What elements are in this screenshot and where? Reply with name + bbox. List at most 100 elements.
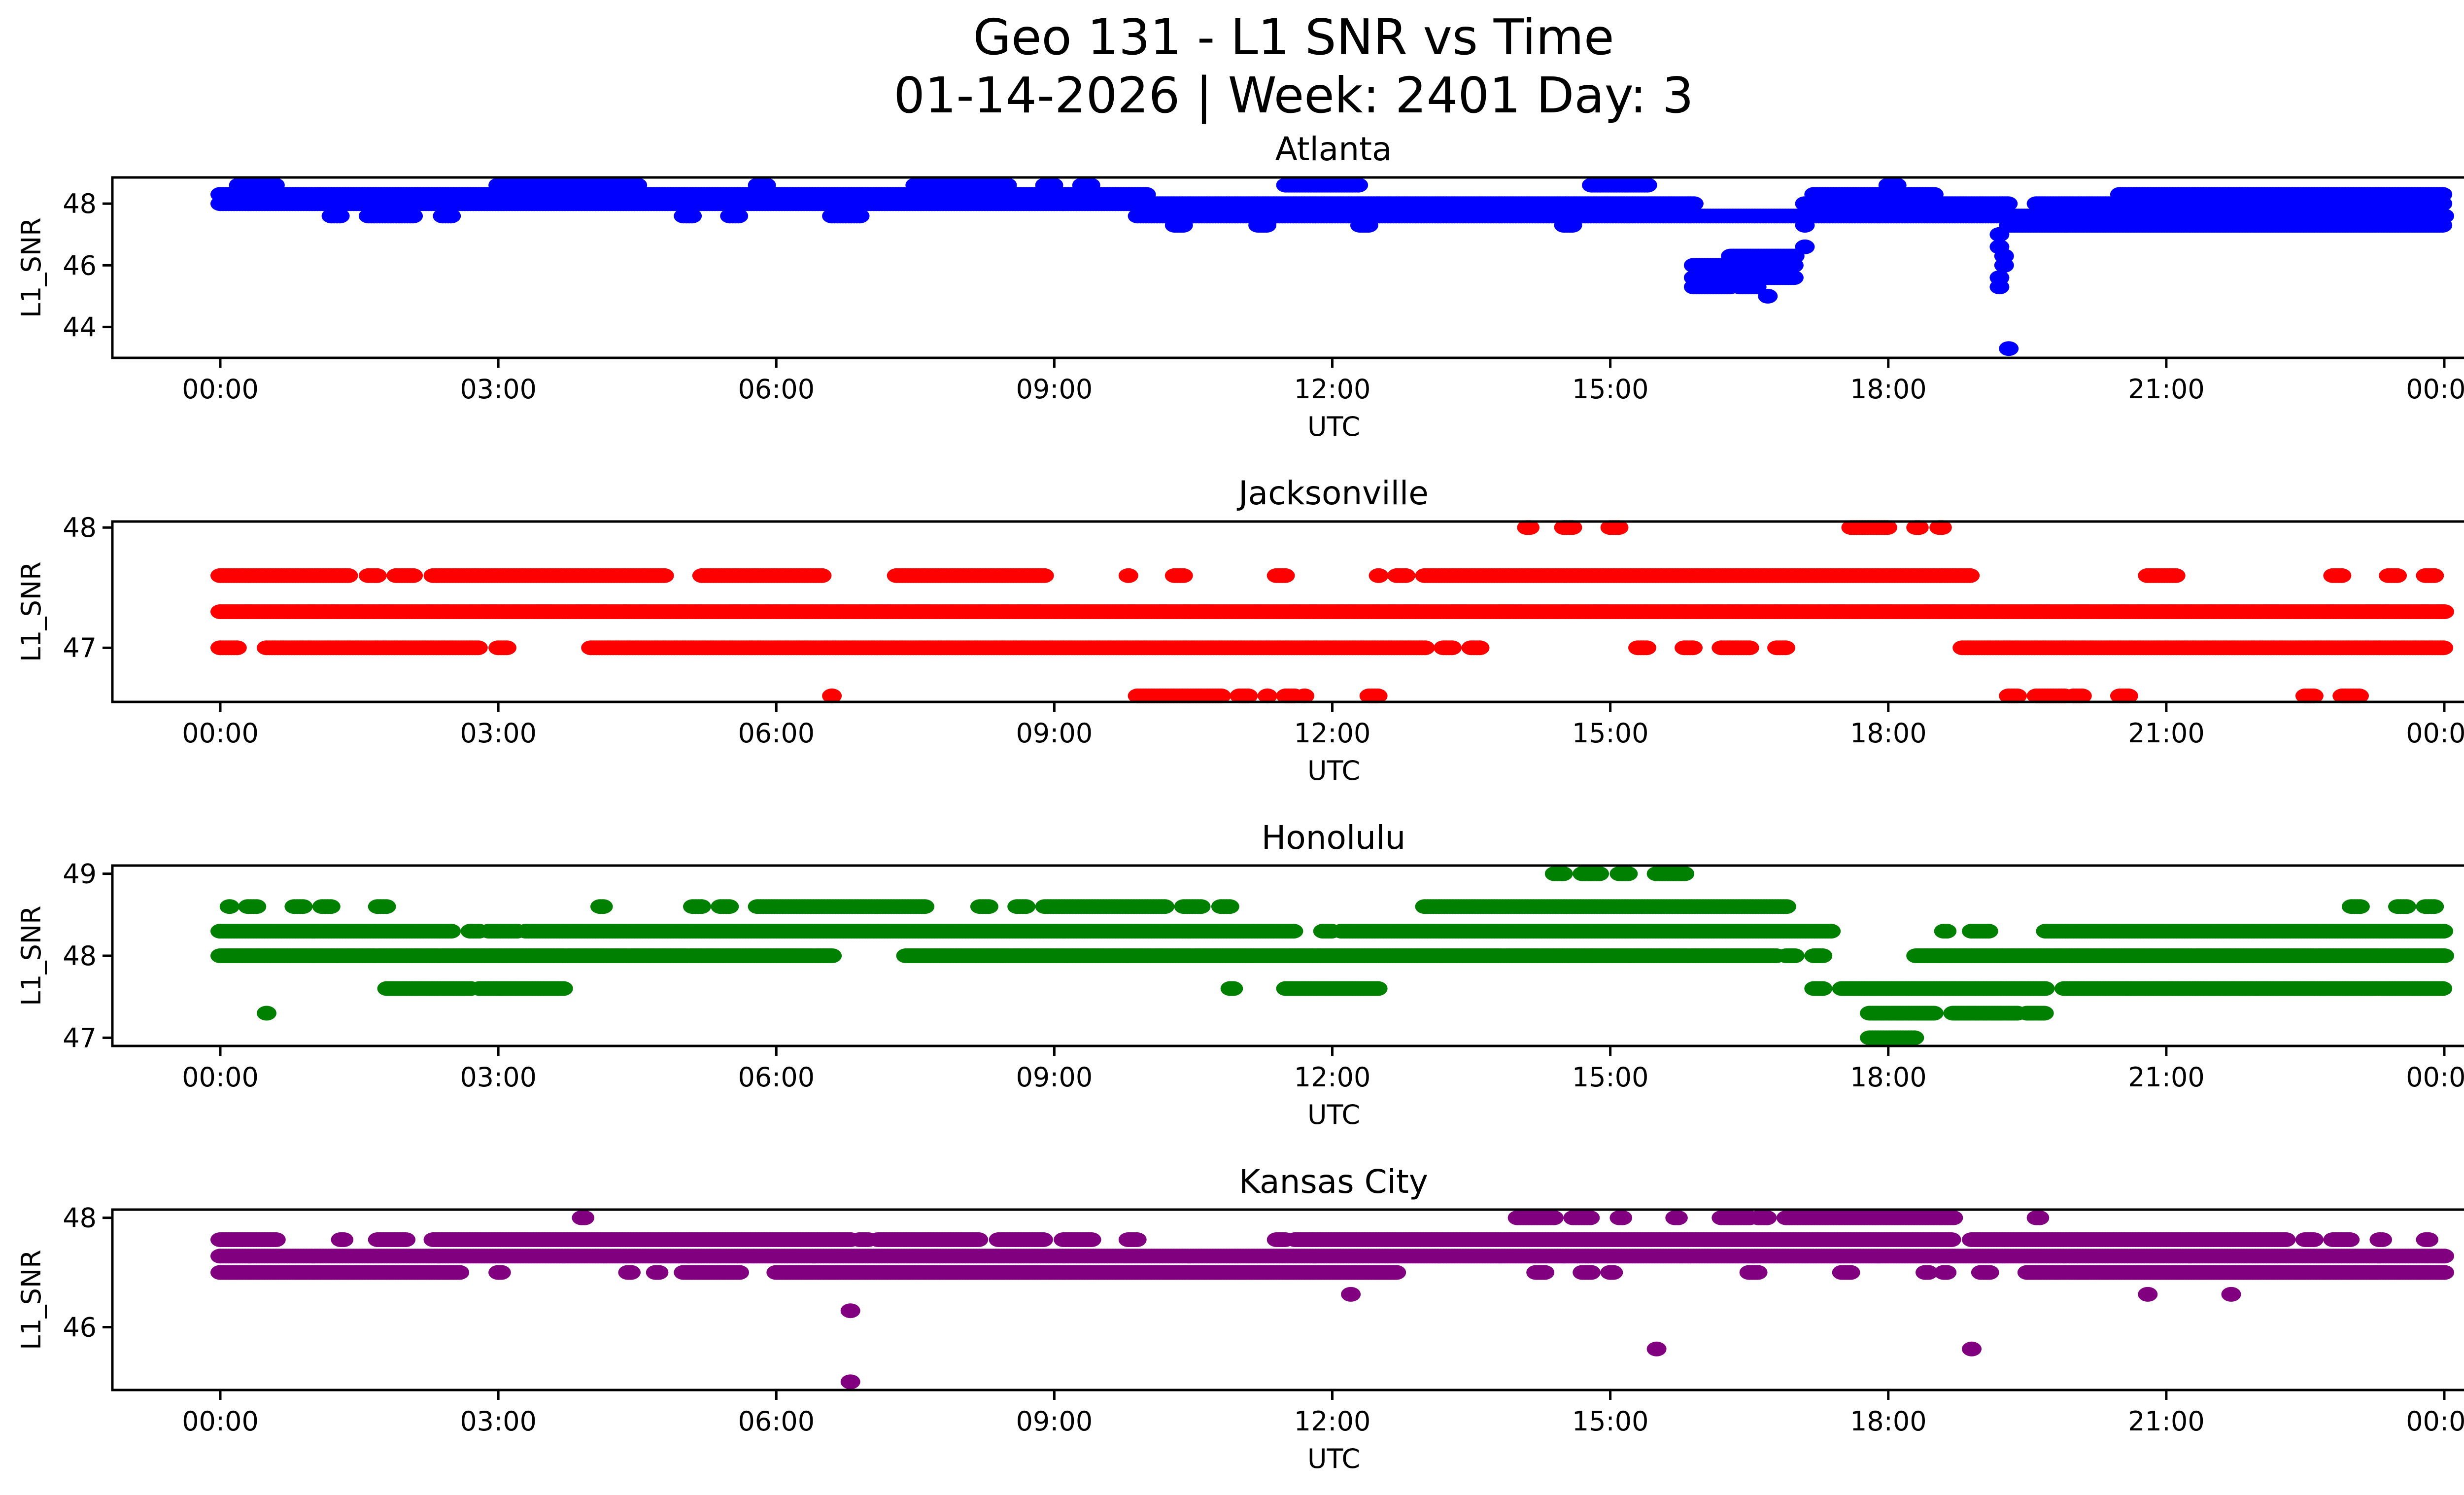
data-point — [1257, 218, 1276, 233]
data-point — [1999, 341, 2019, 356]
x-tick-label: 21:00 — [2128, 718, 2205, 749]
data-point — [1396, 568, 1416, 583]
data-point — [2424, 568, 2444, 583]
data-point — [822, 688, 842, 703]
x-axis-ticks: 00:00 03:00 06:00 09:00 12:00 15:00 18:00 21:00… — [182, 358, 2464, 405]
data-point — [265, 177, 285, 193]
x-tick-label: 18:00 — [1850, 718, 1927, 749]
x-tick-label: 12:00 — [1294, 374, 1371, 405]
data-point — [497, 640, 516, 656]
data-point — [338, 568, 358, 583]
x-tick-label: 21:00 — [2128, 374, 2205, 405]
data-point — [1739, 640, 1759, 656]
x-axis-ticks: 00:00 03:00 06:00 09:00 12:00 15:00 18:00 21:00… — [182, 702, 2464, 749]
data-point — [627, 177, 648, 193]
data-point — [1211, 688, 1231, 703]
data-point — [2434, 604, 2454, 619]
chart-subtitle: 01-14-2026 | Week: 2401 Day: 3 — [893, 67, 1693, 124]
data-point — [2331, 568, 2352, 583]
data-point — [1683, 196, 1704, 211]
scatter-points — [210, 520, 2454, 703]
data-point — [1257, 688, 1277, 703]
y-axis-ticks: 44 46 48 — [63, 188, 112, 343]
data-point — [1758, 288, 1778, 304]
data-point — [1275, 568, 1295, 583]
data-point — [1118, 568, 1138, 583]
data-point — [2433, 640, 2454, 656]
data-point — [1520, 520, 1540, 535]
y-tick-label: 48 — [63, 188, 97, 219]
data-point — [1886, 177, 1907, 193]
x-tick-label: 15:00 — [1572, 374, 1649, 405]
data-point — [1932, 520, 1952, 535]
data-point — [822, 948, 842, 963]
x-tick-label: 00:00 — [2406, 718, 2464, 749]
axes-frame — [111, 176, 2464, 359]
data-point — [1442, 640, 1462, 656]
y-tick-label: 48 — [63, 512, 97, 543]
data-point — [2349, 688, 2369, 703]
data-point — [1415, 640, 1435, 656]
data-point — [1795, 239, 1815, 254]
data-point — [1173, 568, 1193, 583]
data-point — [1784, 948, 1805, 963]
data-point — [1608, 520, 1629, 535]
x-tick-label: 03:00 — [460, 374, 537, 405]
data-point — [1562, 520, 1582, 535]
chart-title: Geo 131 - L1 SNR vs Time — [973, 8, 1614, 66]
data-point — [1989, 279, 2010, 295]
data-point — [728, 209, 749, 224]
data-point — [1783, 270, 1804, 285]
data-point — [2432, 196, 2453, 211]
data-point — [1877, 520, 1897, 535]
data-point — [1470, 640, 1490, 656]
x-tick-label: 12:00 — [1294, 718, 1371, 749]
data-point — [330, 209, 350, 224]
x-tick-label: 00:00 — [182, 374, 259, 405]
panel-title: Honolulu — [1262, 819, 1406, 857]
data-point — [1348, 177, 1369, 193]
data-point — [2432, 218, 2453, 233]
y-axis-label: L1_SNR — [16, 561, 47, 662]
x-tick-label: 00:00 — [2406, 374, 2464, 405]
data-point — [812, 568, 832, 583]
x-tick-label: 03:00 — [460, 718, 537, 749]
x-tick-label: 09:00 — [1016, 718, 1093, 749]
scatter-points — [210, 866, 2454, 1045]
data-point — [2007, 688, 2027, 703]
x-tick-label: 00:00 — [182, 718, 259, 749]
data-point — [756, 177, 776, 193]
data-point — [1369, 568, 1389, 583]
data-point — [2072, 688, 2092, 703]
data-point — [468, 640, 488, 656]
data-point — [1368, 688, 1388, 703]
y-tick-label: 46 — [63, 250, 97, 281]
data-point — [1994, 258, 2014, 273]
data-point — [403, 209, 423, 224]
y-tick-label: 44 — [63, 312, 97, 343]
data-point — [654, 568, 674, 583]
data-point — [1562, 218, 1582, 233]
data-point — [1813, 948, 1833, 963]
data-point — [1173, 218, 1193, 233]
data-point — [1043, 177, 1063, 193]
data-point — [1998, 196, 2018, 211]
data-point — [1683, 640, 1703, 656]
data-point — [367, 568, 387, 583]
data-point — [850, 209, 870, 224]
panel-title: Atlanta — [1275, 130, 1392, 168]
x-tick-label: 06:00 — [738, 374, 815, 405]
data-point — [1034, 568, 1054, 583]
data-point — [2303, 688, 2324, 703]
data-point — [2165, 568, 2186, 583]
x-tick-label: 15:00 — [1572, 718, 1649, 749]
data-point — [1909, 520, 1929, 535]
data-point — [1637, 640, 1656, 656]
x-axis-label: UTC — [1307, 755, 1360, 786]
data-point — [1238, 688, 1258, 703]
data-point — [1295, 688, 1315, 703]
